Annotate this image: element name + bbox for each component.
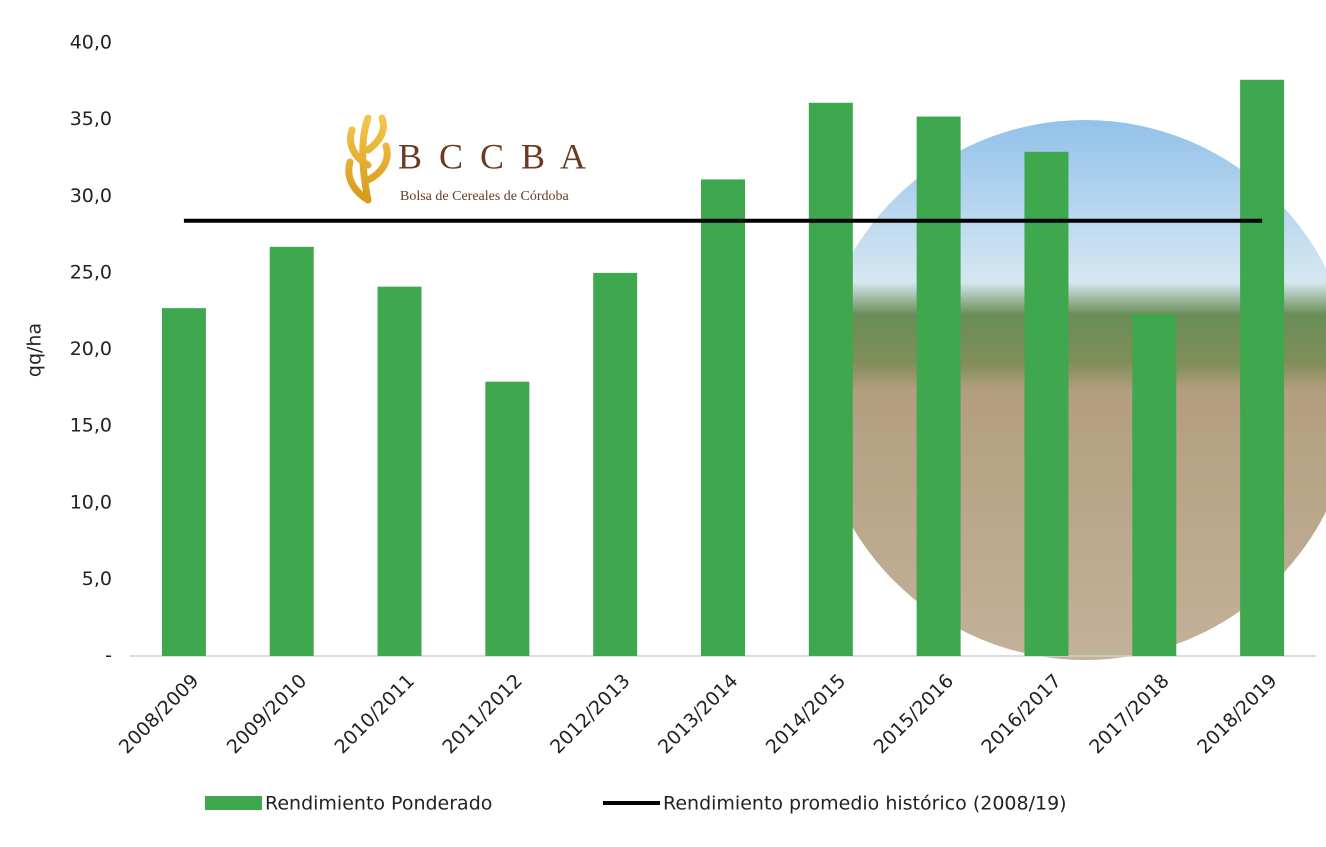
x-tick-label: 2010/2011 <box>331 670 419 758</box>
logo-title: B C C B A <box>398 136 590 176</box>
bar <box>270 247 314 656</box>
y-tick-label: 5,0 <box>82 568 112 590</box>
y-tick-label: - <box>105 645 112 667</box>
y-axis-label: qq/ha <box>24 323 46 377</box>
legend-label: Rendimiento Ponderado <box>265 793 492 815</box>
bar <box>485 382 529 656</box>
bar <box>378 287 422 656</box>
x-tick-label: 2015/2016 <box>870 670 958 758</box>
bar <box>701 179 745 656</box>
chart: B C C B A Bolsa de Cereales de Córdoba q… <box>0 0 1326 843</box>
y-tick-label: 15,0 <box>70 415 112 437</box>
y-tick-label: 35,0 <box>70 108 112 130</box>
legend-swatch <box>205 796 262 810</box>
y-tick-label: 30,0 <box>70 185 112 207</box>
x-tick-label: 2009/2010 <box>223 670 311 758</box>
x-tick-label: 2012/2013 <box>546 670 634 758</box>
legend-label: Rendimiento promedio histórico (2008/19) <box>663 793 1067 815</box>
bar <box>1024 152 1068 656</box>
bar <box>1132 314 1176 656</box>
x-tick-label: 2017/2018 <box>1085 670 1173 758</box>
x-tick-label: 2014/2015 <box>762 670 850 758</box>
bar <box>917 117 961 656</box>
y-tick-label: 40,0 <box>70 32 112 54</box>
logo <box>349 118 387 200</box>
y-tick-label: 20,0 <box>70 338 112 360</box>
bar <box>593 273 637 656</box>
y-tick-label: 10,0 <box>70 491 112 513</box>
x-tick-label: 2018/2019 <box>1193 670 1281 758</box>
x-tick-label: 2011/2012 <box>438 670 526 758</box>
bar <box>162 308 206 656</box>
x-tick-label: 2008/2009 <box>115 670 203 758</box>
bar <box>809 103 853 656</box>
bar <box>1240 80 1284 656</box>
logo-subtitle: Bolsa de Cereales de Córdoba <box>400 189 570 204</box>
x-tick-label: 2013/2014 <box>654 670 742 758</box>
y-tick-label: 25,0 <box>70 261 112 283</box>
x-tick-label: 2016/2017 <box>977 670 1065 758</box>
